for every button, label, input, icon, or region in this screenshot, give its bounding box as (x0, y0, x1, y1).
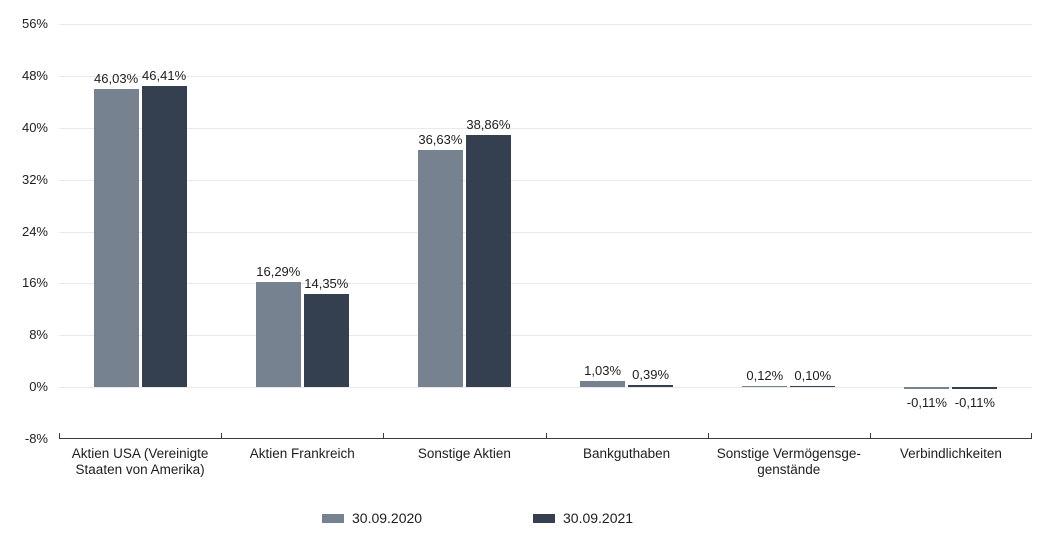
bar-30.09.2020 (580, 380, 626, 388)
x-axis-category-label: Sonstige Vermögensge- genstände (716, 446, 861, 477)
legend-item-2020: 30.09.2020 (322, 510, 422, 526)
legend-swatch-2020-icon (322, 513, 344, 523)
y-axis-label: 48% (21, 68, 48, 83)
x-axis-category-label: Aktien USA (Vereinigte Staaten von Ameri… (71, 446, 209, 477)
bar-value-label: 38,86% (466, 117, 511, 133)
legend-label-2021: 30.09.2021 (563, 510, 634, 526)
bar-30.09.2021 (952, 387, 998, 390)
y-axis-label: 16% (21, 275, 48, 291)
x-axis-tick (59, 433, 60, 439)
bar-30.09.2020 (417, 149, 463, 388)
x-axis-tick (1031, 433, 1032, 439)
x-axis-line (59, 438, 1032, 439)
x-axis-tick (870, 433, 871, 439)
plot-area: 46,03% 46,41% 16,29% 14,35% 36,63% 38,86% 1,03… (59, 0, 1032, 439)
x-axis-tick (708, 433, 709, 439)
gridline (59, 24, 1032, 26)
gridline (59, 179, 1032, 181)
bar-30.09.2020 (93, 88, 139, 388)
x-axis-category-label: Sonstige Aktien (417, 446, 511, 461)
bar-value-label: 0,10% (794, 368, 832, 384)
x-axis-tick (221, 433, 222, 439)
y-axis-label: 0% (29, 379, 48, 395)
x-axis-tick (383, 433, 384, 439)
y-axis-label: -8% (24, 431, 48, 446)
x-axis-category-label: Aktien Frankreich (249, 446, 355, 461)
bar-30.09.2021 (790, 386, 836, 388)
legend-item-2021: 30.09.2021 (533, 510, 633, 526)
bar-30.09.2020 (904, 387, 950, 390)
bar-value-label: 16,29% (256, 263, 301, 279)
y-axis-label: 24% (21, 223, 48, 239)
y-axis-label: 56% (21, 16, 48, 32)
bar-value-label: 46,41% (142, 68, 187, 84)
bar-30.09.2021 (628, 384, 674, 388)
bar-value-label: 14,35% (304, 276, 349, 292)
gridline (59, 335, 1032, 337)
gridline (59, 127, 1032, 129)
y-axis-label: 32% (21, 171, 48, 187)
x-axis-tick (546, 433, 547, 439)
y-axis-label: 40% (21, 119, 48, 135)
x-axis-category-label: Verbindlichkeiten (899, 446, 1002, 461)
legend-label-2020: 30.09.2020 (352, 510, 423, 526)
bar-value-label: -0,11% (954, 395, 995, 411)
bar-30.09.2021 (303, 294, 349, 388)
bar-value-label: 0,39% (632, 366, 670, 382)
gridline (59, 76, 1032, 77)
gridline (59, 387, 1032, 389)
bar-30.09.2021 (465, 135, 511, 388)
legend-swatch-2021-icon (533, 513, 555, 523)
bar-value-label: 46,03% (94, 70, 139, 86)
gridline (59, 283, 1032, 285)
x-axis-category-label: Bankguthaben (583, 446, 671, 461)
bar-value-label: -0,11% (906, 395, 947, 411)
bar-30.09.2021 (141, 86, 187, 388)
gridline (59, 231, 1032, 233)
bar-value-label: 36,63% (418, 131, 463, 147)
bar-30.09.2020 (255, 281, 301, 388)
bar-value-label: 0,12% (746, 368, 784, 384)
bar-value-label: 1,03% (584, 362, 622, 378)
y-axis-label: 8% (29, 327, 48, 343)
bar-30.09.2020 (742, 386, 788, 388)
